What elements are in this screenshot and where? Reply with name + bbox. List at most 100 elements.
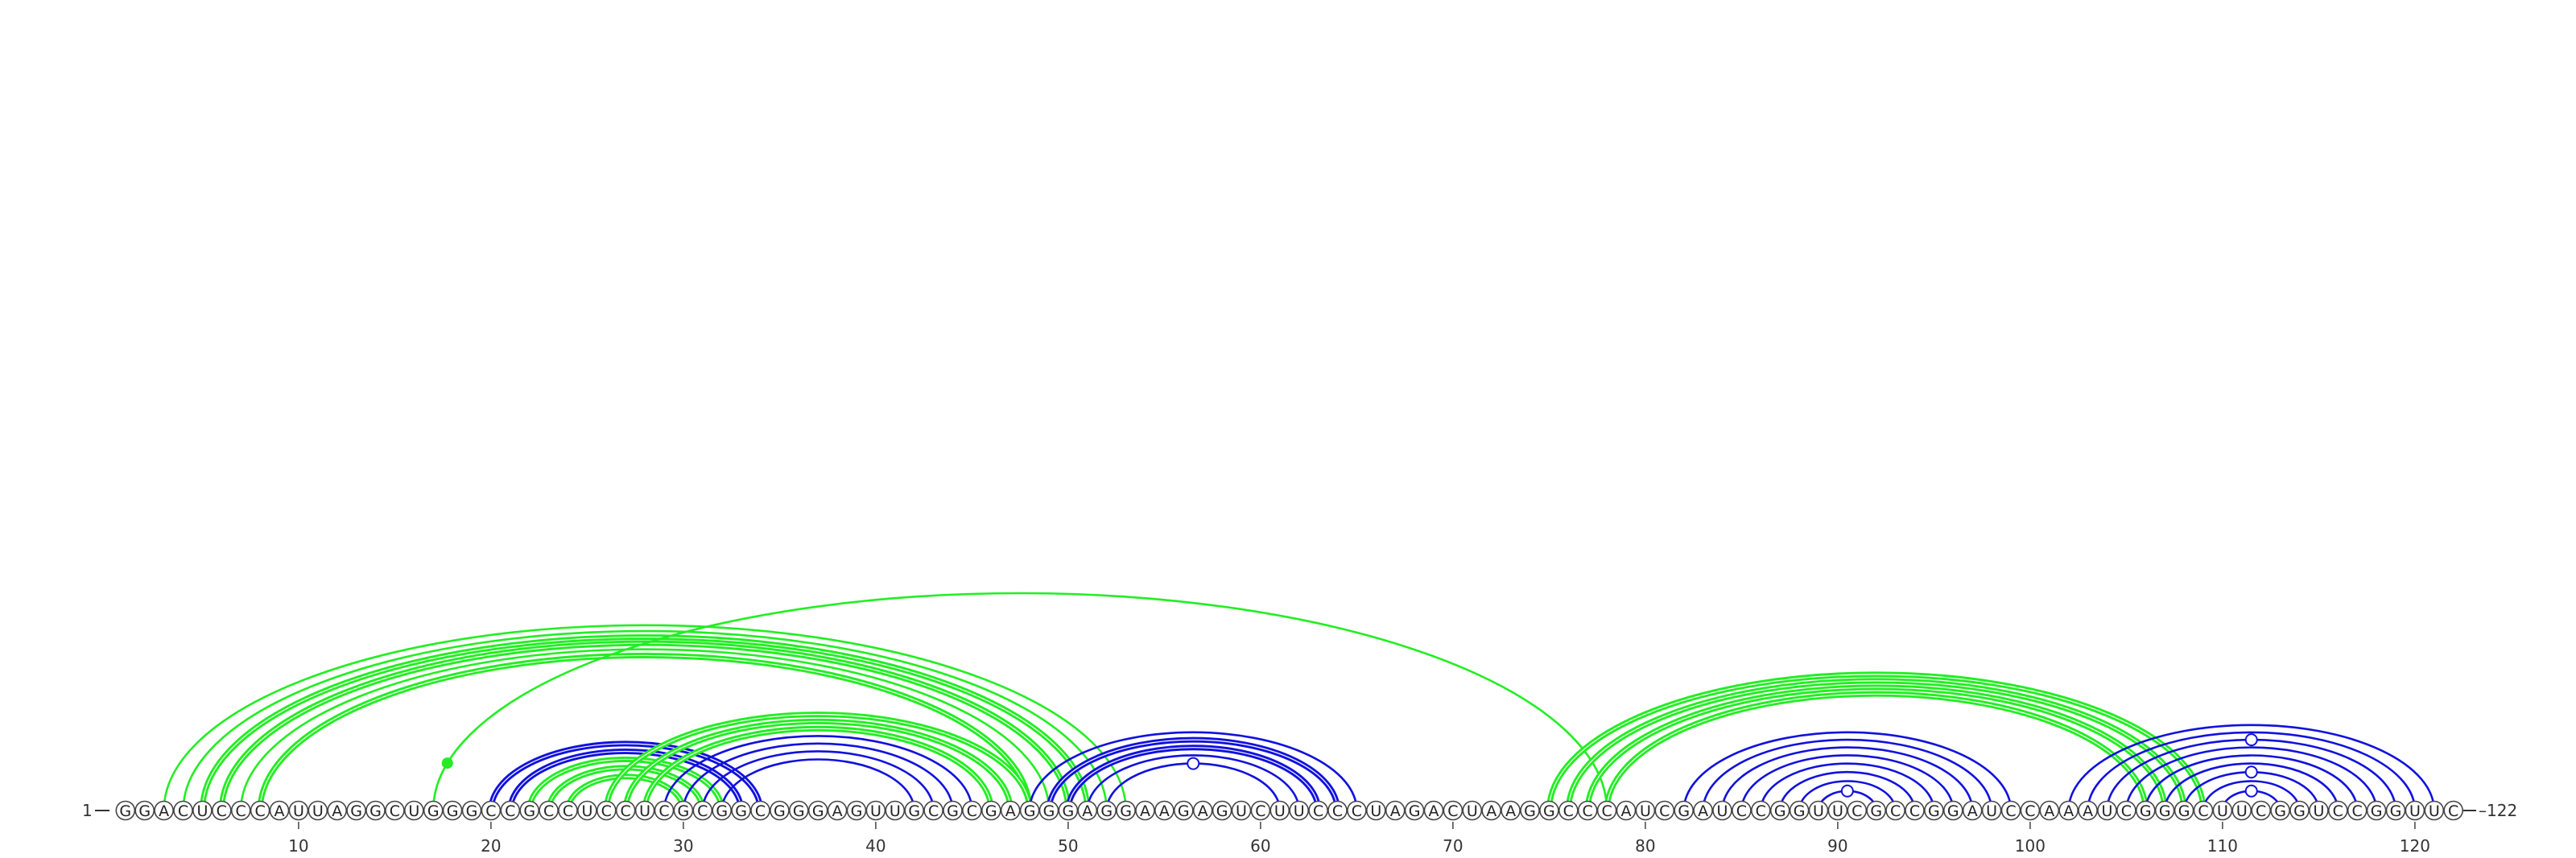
nucleotide-circle: [1462, 800, 1483, 821]
arcs-layer: [163, 592, 2436, 811]
nucleotide-letter: C: [967, 802, 977, 820]
sequence-backbone: 1 –122: [82, 801, 2517, 820]
nucleotide-circle: [2347, 800, 2368, 821]
nucleotide-circle: [2058, 800, 2079, 821]
nucleotide-letter: C: [2352, 802, 2363, 820]
nucleotide-letter: G: [350, 802, 362, 820]
nucleotide: U: [1712, 800, 1732, 821]
nucleotide: C: [211, 800, 232, 821]
nucleotide: U: [2097, 800, 2117, 821]
nucleotide-letter: G: [2293, 802, 2306, 820]
nucleotide: C: [2328, 800, 2348, 821]
nucleotide: C: [2443, 800, 2463, 821]
nucleotide-circle: [1501, 800, 1521, 821]
nucleotide-letter: C: [2005, 802, 2016, 820]
nucleotide-circle: [2097, 800, 2117, 821]
nucleotide-letter: G: [1409, 802, 1421, 820]
nucleotide-circle: [1481, 800, 1501, 821]
nucleotide-circle: [346, 800, 366, 821]
nucleotide-letter: C: [1736, 802, 1747, 820]
nucleotide-letter: G: [447, 802, 459, 820]
nucleotide-letter: G: [1043, 802, 1055, 820]
nucleotide: G: [807, 800, 828, 821]
nucleotide: U: [308, 800, 328, 821]
nucleotide-circle: [327, 800, 348, 821]
nucleotide-circle: [885, 800, 906, 821]
nucleotide-letter: U: [2102, 802, 2113, 820]
nucleotide-letter: A: [1159, 802, 1170, 820]
nucleotide-circle: [1635, 800, 1656, 821]
nucleotide: G: [2366, 800, 2387, 821]
base-pair-arc: [1682, 731, 2013, 811]
nucleotide-circle: [615, 800, 636, 821]
base-pair-arc: [701, 750, 935, 811]
nucleotide: A: [1077, 800, 1098, 821]
sequence-end-label: –122: [2479, 801, 2517, 820]
nucleotide-letter: G: [523, 802, 535, 820]
nucleotide-letter: A: [1429, 802, 1439, 820]
nucleotide-letter: C: [543, 802, 554, 820]
nucleotide-circle: [1981, 800, 2002, 821]
nucleotide-circle: [2116, 800, 2136, 821]
nucleotide-letter: C: [697, 802, 708, 820]
nucleotide-letter: G: [1947, 802, 1959, 820]
tick-label: 70: [1443, 836, 1463, 856]
nucleotide-circle: [1962, 800, 1983, 821]
nucleotide-letter: U: [2409, 802, 2421, 820]
nucleotide-circle: [2328, 800, 2348, 821]
nucleotide-circle: [154, 800, 174, 821]
base-pair-arc: [182, 629, 1108, 811]
nucleotide-circle: [1769, 800, 1790, 821]
nucleotide-circle: [1808, 800, 1829, 821]
nucleotide-letter: A: [1505, 802, 1516, 820]
nucleotide-circle: [2039, 800, 2060, 821]
base-pair-arc: [1760, 762, 1935, 811]
nucleotide-circle: [692, 800, 713, 821]
nucleotide-letter: A: [2044, 802, 2054, 820]
nucleotide-letter: C: [1563, 802, 1574, 820]
nucleotide-circle: [923, 800, 943, 821]
nucleotide-circle: [1885, 800, 1905, 821]
nucleotide-letter: C: [1332, 802, 1343, 820]
nucleotide: C: [923, 800, 943, 821]
base-pair-arc: [682, 742, 954, 811]
nucleotide-letter: G: [2140, 802, 2152, 820]
nucleotide: G: [1174, 800, 1194, 821]
nucleotide: G: [943, 800, 963, 821]
nucleotide: C: [1847, 800, 1868, 821]
nucleotide-circle: [2212, 800, 2233, 821]
nucleotide-circle: [1827, 800, 1848, 821]
nucleotide-letter: C: [601, 802, 612, 820]
nucleotide: C: [1885, 800, 1905, 821]
nucleotide: U: [1462, 800, 1483, 821]
base-pair-arc: [1798, 780, 1897, 811]
nucleotide: G: [1058, 800, 1079, 821]
tick-label: 90: [1827, 836, 1847, 856]
nucleotide-circle: [288, 800, 309, 821]
base-pair-arc: [2087, 731, 2417, 811]
nucleotide: C: [250, 800, 270, 821]
nucleotide-letter: G: [678, 802, 690, 820]
nucleotide-circle: [2231, 800, 2252, 821]
nucleotide: U: [577, 800, 597, 821]
nucleotide-letter: C: [505, 802, 515, 820]
nucleotide-circle: [1558, 800, 1579, 821]
nucleotide: G: [365, 800, 386, 821]
nucleotide-circle: [577, 800, 597, 821]
nucleotide-letter: G: [1870, 802, 1882, 820]
nucleotide: A: [269, 800, 290, 821]
nucleotide: C: [1250, 800, 1271, 821]
nucleotide-circle: [2154, 800, 2175, 821]
nucleotide-letter: G: [2371, 802, 2383, 820]
base-pair-arc-inner: [625, 720, 1011, 811]
nucleotide: C: [596, 800, 617, 821]
nucleotide: C: [558, 800, 578, 821]
nucleotide-circle: [2251, 800, 2271, 821]
nucleotide-letter: G: [2390, 802, 2402, 820]
nucleotide-letter: G: [947, 802, 959, 820]
nucleotide: A: [1962, 800, 1983, 821]
base-pair-arc: [2163, 762, 2339, 811]
nucleotide-circle: [2078, 800, 2098, 821]
nucleotide-letter: U: [312, 802, 324, 820]
nucleotide-circle: [308, 800, 328, 821]
